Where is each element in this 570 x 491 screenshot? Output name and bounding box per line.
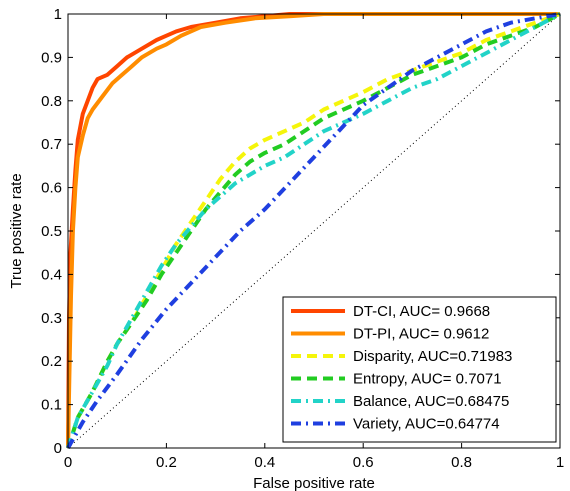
y-tick-label: 0.4 — [41, 266, 62, 283]
legend-label-4: Entropy, AUC= 0.7071 — [353, 371, 502, 388]
y-tick-label: 0 — [54, 440, 62, 457]
series-line-4 — [66, 12, 561, 449]
x-axis-label: False positive rate — [253, 475, 375, 491]
y-tick-label: 0.7 — [41, 136, 62, 153]
series-layer — [66, 12, 561, 449]
y-tick-label: 0.8 — [41, 93, 62, 110]
legend: DT-CI, AUC= 0.9668 DT-PI, AUC= 0.9612 Disp… — [282, 296, 557, 443]
series-line-2 — [66, 12, 560, 449]
y-tick-label: 0.2 — [41, 353, 62, 370]
diagonal-reference-line — [67, 13, 561, 449]
y-tick-label: 1 — [54, 6, 62, 23]
legend-label-1: DT-CI, AUC= 0.9668 — [353, 303, 490, 320]
y-tick-label: 0.1 — [41, 397, 62, 414]
series-line-5 — [66, 12, 561, 449]
y-tick-label: 0.3 — [41, 310, 62, 327]
legend-label-2: DT-PI, AUC= 0.9612 — [353, 326, 489, 343]
legend-label-3: Disparity, AUC=0.71983 — [353, 348, 512, 365]
x-tick-label: 0 — [64, 454, 72, 471]
x-tick-label: 0.8 — [451, 454, 472, 471]
diagonal-layer — [67, 13, 561, 449]
tick-layer: 0 0.2 0.4 0.6 0.8 1 0 0.1 0.2 0.3 0.4 0.5 0.6 0.7 0.8 0… — [41, 6, 564, 471]
x-tick-label: 0.4 — [254, 454, 275, 471]
legend-label-6: Variety, AUC=0.64774 — [353, 416, 500, 433]
y-axis-label: True positive rate — [8, 173, 25, 288]
legend-box — [282, 296, 557, 443]
y-tick-label: 0.6 — [41, 180, 62, 197]
legend-label-5: Balance, AUC=0.68475 — [353, 393, 509, 410]
x-tick-label: 0.6 — [353, 454, 374, 471]
series-line-6 — [66, 12, 561, 449]
y-tick-label: 0.5 — [41, 223, 62, 240]
y-tick-label: 0.9 — [41, 49, 62, 66]
x-tick-label: 1 — [556, 454, 564, 471]
x-tick-label: 0.2 — [156, 454, 177, 471]
